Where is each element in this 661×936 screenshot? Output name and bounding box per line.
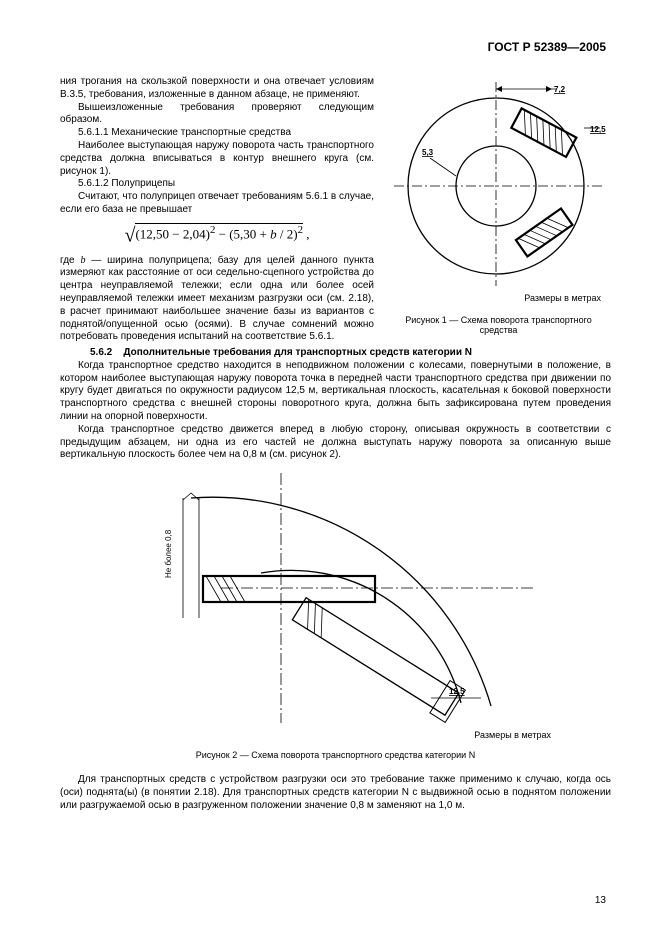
paragraph: Когда транспортное средство находится в … <box>60 360 611 424</box>
paragraph: ния трогания на скользкой поверхности и … <box>60 76 374 102</box>
fig1-label-outer: 12,5 <box>590 125 606 134</box>
paragraph: Вышеизложенные требования проверяют след… <box>60 102 374 128</box>
doc-code: ГОСТ Р 52389—2005 <box>488 40 606 54</box>
figure-2-diagram: 12,5 Не более 0,8 <box>131 468 541 728</box>
figure-2-caption: Рисунок 2 — Схема поворота транспортного… <box>196 750 475 760</box>
fig1-label-inner: 5,3 <box>422 148 434 157</box>
fig2-label-vert: Не более 0,8 <box>164 529 173 578</box>
after-figure-2: Для транспортных средств с устройством р… <box>60 774 611 812</box>
figure-2-wrap: 12,5 Не более 0,8 Размеры в метрах Рисун… <box>60 468 611 760</box>
figure-1-diagram: 7,2 12,5 5,3 <box>386 76 611 291</box>
formula: √ (12,50 − 2,04)2 − (5,30 + b / 2)2 , <box>60 223 374 249</box>
paragraph: Наиболее выступающая наружу поворота час… <box>60 140 374 178</box>
section-5-6-2: 5.6.2 Дополнительные требования для тран… <box>60 346 611 462</box>
fig2-label-outer: 12,5 <box>449 687 465 696</box>
section-title-text: Дополнительные требования для транспортн… <box>123 347 472 358</box>
figure-1-dim-label: Размеры в метрах <box>524 293 601 303</box>
paragraph: Считают, что полуприцеп отвечает требова… <box>60 191 374 217</box>
paragraph: Для транспортных средств с устройством р… <box>60 774 611 812</box>
figure-1-column: 7,2 12,5 5,3 Размеры в метрах Рисунок 1 … <box>386 76 611 344</box>
paragraph: 5.6.1.1 Механические транспортные средст… <box>60 127 374 140</box>
paragraph: 5.6.1.2 Полуприцепы <box>60 178 374 191</box>
page-number: 13 <box>595 895 606 906</box>
figure-2-dim-label: Размеры в метрах <box>474 730 551 740</box>
paragraph: где b — ширина полуприцепа; базу для цел… <box>60 255 374 345</box>
left-text-column: ния трогания на скользкой поверхности и … <box>60 76 374 344</box>
paragraph: Когда транспортное средство движется впе… <box>60 424 611 462</box>
fig1-label-gap: 7,2 <box>554 85 566 94</box>
figure-1-caption: Рисунок 1 — Схема поворота транспортного… <box>386 315 611 335</box>
section-number: 5.6.2 <box>90 347 112 358</box>
